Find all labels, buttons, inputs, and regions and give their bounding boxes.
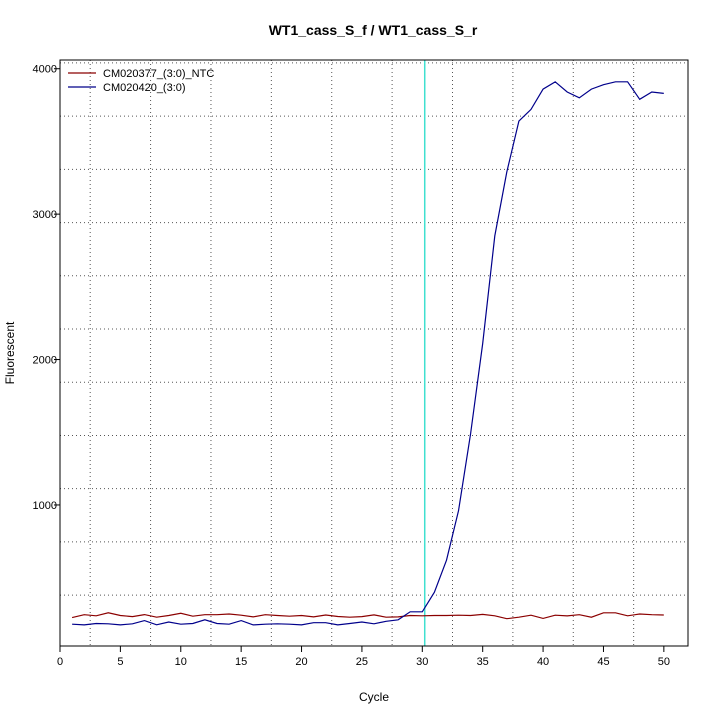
chart-title: WT1_cass_S_f / WT1_cass_S_r xyxy=(269,22,478,38)
series-line-2 xyxy=(72,81,664,626)
x-tick-label: 15 xyxy=(235,656,247,668)
grid xyxy=(60,60,688,646)
series-group xyxy=(71,81,664,626)
y-tick-label: 3000 xyxy=(33,209,57,221)
x-tick-label: 25 xyxy=(356,656,368,668)
x-tick-label: 5 xyxy=(117,656,123,668)
x-tick-label: 45 xyxy=(597,656,609,668)
series-line-1 xyxy=(71,612,664,620)
x-tick-label: 10 xyxy=(175,656,187,668)
x-tick-label: 0 xyxy=(57,656,63,668)
x-tick-label: 40 xyxy=(537,656,549,668)
y-axis-title: Fluorescent xyxy=(3,321,17,384)
y-axis: 1000 2000 3000 4000 xyxy=(33,64,60,512)
x-tick-label: 30 xyxy=(416,656,428,668)
y-tick-label: 1000 xyxy=(33,500,57,512)
x-axis: 0 5 10 15 20 25 30 35 40 45 50 xyxy=(57,646,670,668)
legend-label-1: CM020377_(3:0)_NTC xyxy=(103,68,214,80)
x-tick-label: 35 xyxy=(477,656,489,668)
x-tick-label: 50 xyxy=(658,656,670,668)
plot-frame xyxy=(59,59,689,647)
y-tick-label: 4000 xyxy=(33,64,57,76)
x-tick-label: 20 xyxy=(295,656,307,668)
legend-label-2: CM020420_(3:0) xyxy=(103,82,186,94)
legend: CM020377_(3:0)_NTC CM020420_(3:0) xyxy=(68,68,214,94)
y-tick-label: 2000 xyxy=(33,355,57,367)
x-axis-title: Cycle xyxy=(359,690,389,704)
